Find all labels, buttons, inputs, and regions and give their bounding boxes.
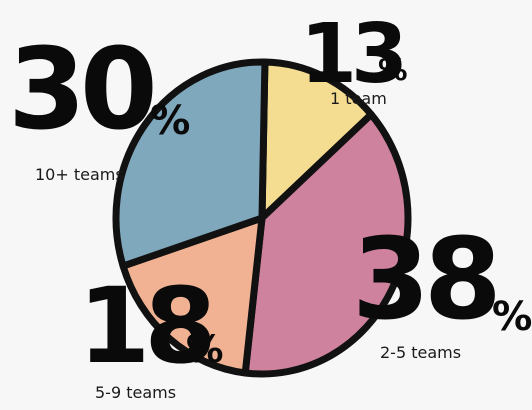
value-label: 18 xyxy=(78,265,211,387)
pie-slice xyxy=(241,110,412,378)
unit-label: % xyxy=(150,97,190,144)
pie-slice xyxy=(112,58,269,270)
value-label: 38 xyxy=(352,215,496,345)
unit-label: % xyxy=(186,327,224,371)
unit-label: % xyxy=(492,293,532,340)
category-label: 2-5 teams xyxy=(380,343,461,362)
value-label: 13 xyxy=(300,7,402,102)
category-label: 10+ teams xyxy=(35,165,124,184)
category-label: 5-9 teams xyxy=(95,383,176,402)
category-label: 1 team xyxy=(330,89,387,108)
pie xyxy=(112,58,412,378)
unit-label: % xyxy=(378,53,408,87)
value-label: 30 xyxy=(8,25,153,155)
labels: 13% 1 team 38% 2-5 teams 18% 5-9 teams 30% 10+ … xyxy=(8,7,532,402)
pie-slice xyxy=(258,58,375,222)
